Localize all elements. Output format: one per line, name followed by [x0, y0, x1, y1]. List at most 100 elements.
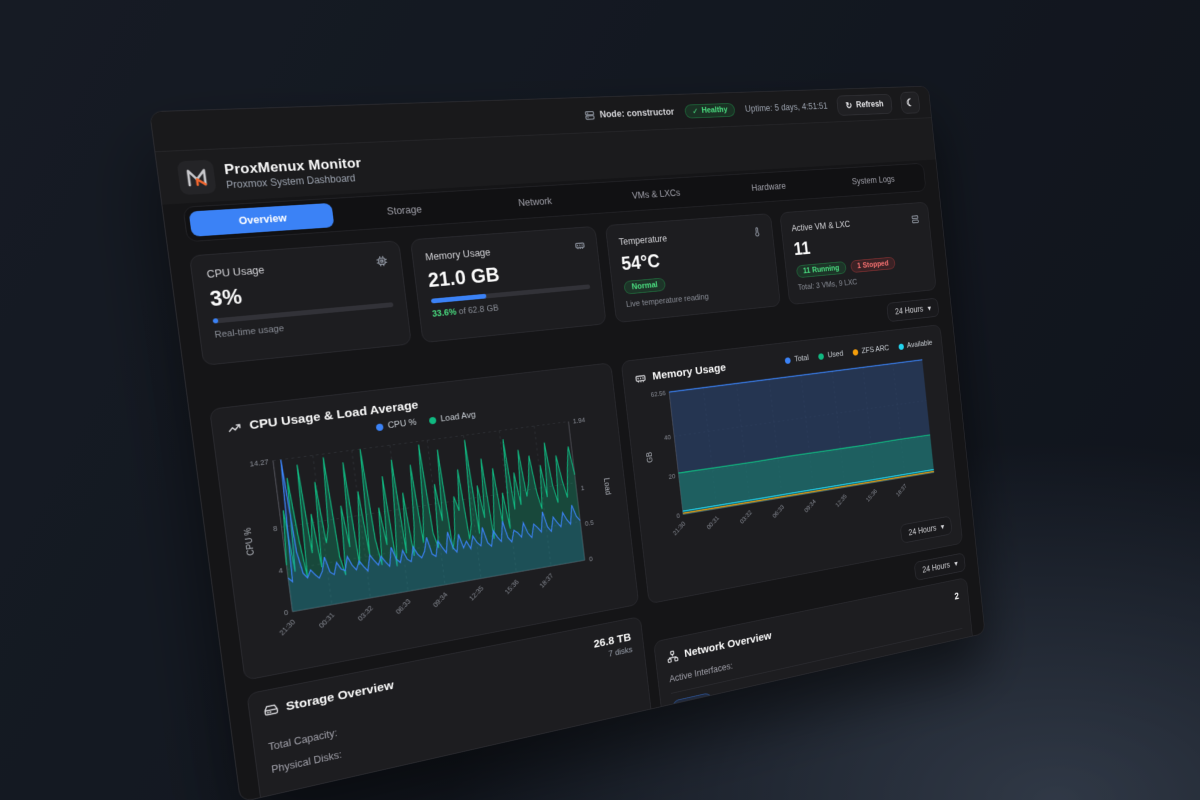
legend-dot-load: [428, 416, 437, 425]
tab-hardware[interactable]: Hardware: [750, 180, 787, 194]
temperature-card: Temperature 54°C Normal Live temperature…: [604, 213, 781, 323]
check-circle-icon: ✓: [691, 106, 699, 116]
chevron-down-icon: ▾: [940, 521, 945, 532]
chevron-down-icon: ▾: [927, 303, 932, 313]
dashboard-window: Node: constructor ✓ Healthy Uptime: 5 da…: [149, 85, 986, 800]
svg-text:00:31: 00:31: [706, 515, 721, 531]
network-active-count: 2: [953, 589, 960, 602]
svg-text:03:32: 03:32: [357, 605, 375, 623]
memory-area-chart: 21:30 00:31 03:32 06:33 09:34 12:35 15:36 18:37…: [646, 349, 949, 537]
svg-text:0.5: 0.5: [585, 520, 595, 528]
legend-dot-available: [898, 343, 904, 350]
svg-text:06:33: 06:33: [772, 504, 786, 520]
svg-text:03:32: 03:32: [739, 509, 753, 525]
brand-text: ProxMenux Monitor Proxmox System Dashboa…: [223, 155, 363, 191]
legend-dot-zfs: [852, 348, 859, 356]
svg-text:20: 20: [668, 474, 675, 481]
moon-icon: ☾: [905, 97, 915, 109]
legend-label-total: Total: [793, 353, 810, 364]
memory-caption-percent: 33.6%: [431, 307, 458, 320]
cpu-card-title: CPU Usage: [206, 264, 266, 281]
hard-drive-icon: [263, 702, 279, 719]
tab-overview[interactable]: Overview: [188, 202, 335, 237]
cpu-usage-card: CPU Usage 3% Real-time usage: [189, 240, 412, 366]
cpu-progress-fill: [212, 318, 219, 324]
svg-text:15:36: 15:36: [504, 579, 520, 596]
tab-system-logs[interactable]: System Logs: [851, 174, 896, 187]
cpu-load-chart: 21:30 00:31 03:32 06:33 09:34 12:35 15:36 18:37…: [243, 417, 612, 638]
server-stack-icon: [910, 214, 920, 225]
svg-text:21:30: 21:30: [278, 619, 297, 638]
svg-text:0: 0: [676, 513, 680, 520]
svg-text:1.94: 1.94: [573, 417, 586, 425]
memory-caption-total: of 62.8 GB: [455, 303, 500, 317]
svg-text:Load: Load: [602, 477, 612, 495]
uptime-text: Uptime: 5 days, 4:51:51: [744, 100, 828, 114]
server-icon: [583, 109, 595, 121]
thermometer-icon: [751, 226, 762, 237]
legend-dot-total: [784, 356, 791, 364]
legend-dot-cpu: [375, 422, 384, 431]
legend-item-used[interactable]: Used: [818, 349, 844, 360]
memory-time-range-dropdown[interactable]: 24 Hours ▾: [900, 515, 953, 544]
legend-label-used: Used: [827, 349, 844, 360]
tab-storage[interactable]: Storage: [386, 203, 423, 218]
trending-up-icon: [226, 420, 243, 436]
memory-chart-card: Memory Usage Total Used ZFS ARC Availabl…: [620, 324, 963, 604]
svg-text:0: 0: [284, 610, 289, 618]
charts-row: CPU Usage & Load Average CPU % Load Avg …: [209, 324, 963, 682]
health-label: Healthy: [701, 105, 729, 115]
active-vm-lxc-card: Active VM & LXC 11 11 Running 1 Stopped …: [779, 201, 937, 306]
temperature-card-title: Temperature: [618, 233, 668, 248]
memory-icon: [574, 240, 586, 252]
svg-text:12:35: 12:35: [469, 585, 486, 602]
network-range-label: 24 Hours: [921, 559, 951, 575]
cpu-icon: [375, 255, 389, 268]
storage-title: Storage Overview: [285, 678, 395, 714]
svg-text:18:37: 18:37: [895, 483, 908, 498]
time-range-dropdown[interactable]: 24 Hours ▾: [886, 297, 940, 323]
memory-card-title: Memory Usage: [424, 246, 491, 263]
cpu-load-chart-card: CPU Usage & Load Average CPU % Load Avg …: [209, 362, 640, 681]
temperature-status-badge: Normal: [623, 277, 666, 295]
health-badge: ✓ Healthy: [684, 102, 736, 119]
legend-dot-used: [818, 352, 825, 360]
dashboard-content: CPU Usage 3% Real-time usage Memory Usag…: [167, 190, 985, 800]
svg-text:1: 1: [581, 485, 585, 492]
network-divider: [670, 627, 963, 694]
vm-running-badge: 11 Running: [795, 261, 847, 279]
svg-text:18:37: 18:37: [539, 573, 555, 590]
svg-text:21:30: 21:30: [672, 521, 687, 537]
refresh-button[interactable]: ↻ Refresh: [836, 93, 893, 116]
memory-usage-card: Memory Usage 21.0 GB 33.6% of 62.8 GB: [409, 225, 607, 344]
vm-card-title: Active VM & LXC: [791, 219, 851, 234]
svg-text:GB: GB: [646, 451, 655, 463]
svg-text:CPU %: CPU %: [243, 527, 257, 556]
legend-item-total[interactable]: Total: [784, 353, 810, 365]
svg-text:8: 8: [273, 525, 278, 533]
svg-text:40: 40: [664, 434, 671, 441]
node-info: Node: constructor: [583, 106, 675, 121]
storage-summary: 26.8 TB 7 disks: [593, 630, 633, 661]
vm-stopped-badge: 1 Stopped: [850, 256, 896, 274]
svg-text:15:36: 15:36: [865, 488, 878, 503]
svg-text:0: 0: [589, 556, 593, 563]
logo-m-icon: [184, 166, 210, 189]
network-icon: [666, 649, 679, 664]
refresh-label: Refresh: [855, 98, 885, 110]
svg-text:14.27: 14.27: [249, 459, 269, 469]
memory-range-label: 24 Hours: [908, 522, 937, 538]
svg-text:09:34: 09:34: [432, 591, 449, 609]
tab-network[interactable]: Network: [517, 195, 553, 209]
svg-text:4: 4: [278, 568, 283, 576]
memory-progress-fill: [430, 293, 487, 304]
svg-text:09:34: 09:34: [804, 499, 818, 515]
refresh-icon: ↻: [845, 100, 853, 111]
tab-vms-lxcs[interactable]: VMs & LXCs: [631, 187, 681, 201]
chevron-down-icon: ▾: [953, 558, 959, 568]
svg-text:62.56: 62.56: [650, 390, 666, 398]
theme-toggle-button[interactable]: ☾: [899, 91, 921, 114]
network-time-range-dropdown[interactable]: 24 Hours ▾: [913, 552, 966, 581]
svg-text:06:33: 06:33: [395, 598, 413, 616]
